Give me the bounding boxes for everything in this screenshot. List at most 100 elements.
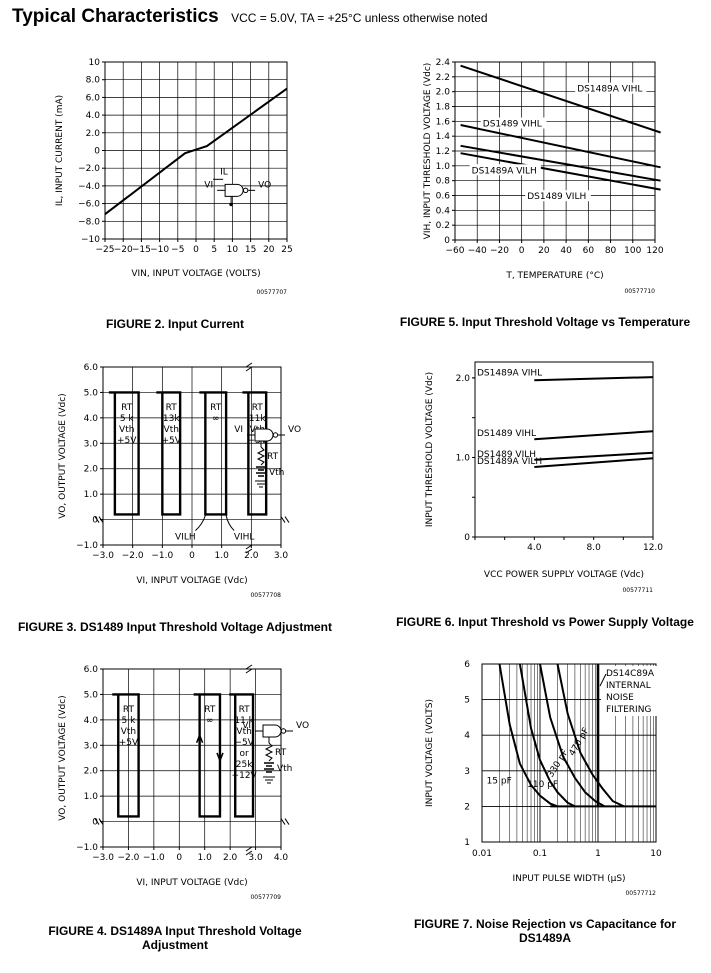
up-arrow-icon — [195, 733, 204, 766]
y-tick-label: 1.4 — [436, 132, 451, 142]
series-line-ds1489a-vilh — [460, 144, 661, 182]
noise-filter-pointer-icon — [599, 673, 607, 687]
axis-break-icon — [245, 846, 253, 856]
figure-2-input-current-chart: −25 −20 −15 −10 −5 0 5 10 15 20 25−10−8.0−6.0−4.0−… — [55, 58, 293, 296]
loop-annotation: 5 k — [120, 414, 135, 424]
y-tick-label: 0.8 — [436, 177, 451, 187]
page-conditions: VCC = 5.0V, TA = +25°C unless otherwise … — [231, 11, 488, 25]
x-tick-label: 8.0 — [587, 543, 602, 553]
x-tick-label: −40 — [468, 246, 487, 256]
loop-annotation: RT — [166, 403, 178, 413]
y-tick-label: 0.6 — [436, 192, 451, 202]
y-tick-label: 1.8 — [436, 103, 451, 113]
series-line-ds1489-vilh — [534, 451, 654, 461]
axis-break-icon — [245, 362, 253, 372]
y-tick-label: 0 — [444, 236, 450, 246]
y-tick-label: 4.0 — [86, 111, 101, 121]
x-tick-label: 0 — [193, 245, 199, 255]
annotation-bg — [601, 666, 657, 716]
y-tick-label: 5.0 — [84, 388, 99, 398]
y-tick-label: −2.0 — [78, 164, 100, 174]
y-tick-label: −6.0 — [78, 200, 100, 210]
noise-filter-label: NOISE — [606, 693, 634, 703]
loop-annotation: RT — [252, 403, 264, 413]
loop-annotation: RT — [121, 403, 133, 413]
gate-inverter-bubble-icon — [242, 187, 249, 194]
y-tick-label: 5 — [464, 696, 470, 706]
series-curve-3 — [556, 663, 625, 808]
y-tick-label: 2.0 — [456, 374, 471, 384]
noise-filter-label: INTERNAL — [606, 681, 651, 691]
x-tick-label: −25 — [96, 245, 115, 255]
loop-annotation: 5 k — [122, 716, 137, 726]
y-tick-label: 4.0 — [84, 716, 99, 726]
annotation-bg — [480, 117, 547, 129]
y-tick-label: 4.0 — [84, 414, 99, 424]
x-tick-label: −3.0 — [92, 551, 114, 561]
y-tick-label: 2.2 — [436, 73, 450, 83]
x-tick-label: −60 — [446, 246, 465, 256]
y-tick-label: 2.0 — [84, 767, 99, 777]
vilh-pointer-icon — [195, 515, 206, 531]
x-tick-label: 10 — [650, 849, 662, 859]
y-tick-label: 0 — [92, 516, 98, 526]
noise-filter-label: DS14C89A — [606, 669, 655, 679]
x-tick-label: 20 — [538, 246, 550, 256]
x-axis-label: T, TEMPERATURE (°C) — [505, 271, 603, 281]
x-tick-label: −20 — [490, 246, 509, 256]
figure-2-caption: FIGURE 2. Input Current — [106, 317, 244, 331]
annotation-bg — [575, 82, 647, 94]
y-tick-label: 1.0 — [436, 162, 451, 172]
x-axis-label: VIN, INPUT VOLTAGE (VOLTS) — [131, 269, 260, 279]
gate-output-label: VO — [288, 425, 301, 435]
y-axis-label: VIH, INPUT THRESHOLD VOLTAGE (Vdc) — [423, 63, 433, 240]
x-axis-label: VI, INPUT VOLTAGE (Vdc) — [136, 576, 247, 586]
x-tick-label: −1.0 — [151, 551, 173, 561]
y-tick-label: 6.0 — [84, 665, 99, 675]
y-tick-label: 3.0 — [84, 439, 99, 449]
gate-output-label: VO — [258, 180, 271, 190]
gate-inverter-bubble-icon — [272, 432, 279, 438]
figure-3-caption: FIGURE 3. DS1489 Input Threshold Voltage… — [17, 620, 333, 634]
loop-annotation: Vth — [119, 425, 134, 435]
x-tick-label: 2.0 — [244, 551, 259, 561]
rt-label: RT — [267, 452, 279, 462]
gate-input-label: VI — [242, 721, 251, 731]
loop-annotation: RT — [123, 705, 135, 715]
figure-4-ds1489a-adjustment-chart: −3.0 −2.0 −1.0 0 1.0 2.0 3.0 4.0 −1.0 0 1.0 2.0 3.0 4… — [58, 664, 309, 901]
plot-frame — [102, 668, 282, 848]
loop-annotation: Vth — [121, 727, 136, 737]
axis-break-icon — [280, 516, 290, 523]
page-header: Typical Characteristics VCC = 5.0V, TA =… — [12, 6, 488, 28]
loop-annotation: Vth — [164, 425, 179, 435]
y-tick-label: 1.0 — [84, 792, 99, 802]
figure-7-caption: FIGURE 7. Noise Rejection vs Capacitance… — [413, 917, 677, 945]
y-tick-label: 1.0 — [456, 453, 471, 463]
y-tick-label: 2.0 — [436, 88, 451, 98]
series-line-ds1489-vihl — [534, 430, 654, 441]
x-tick-label: −10 — [150, 245, 169, 255]
x-tick-label: 20 — [263, 245, 275, 255]
y-tick-label: 1.2 — [436, 147, 450, 157]
loop-annotation: ∞ — [212, 414, 220, 424]
gate-symbol-icon — [262, 724, 282, 738]
loop-annotation: 13k — [163, 414, 180, 424]
y-tick-label: 0.2 — [436, 221, 450, 231]
axis-break-icon — [280, 818, 290, 825]
y-tick-label: 6.0 — [86, 93, 101, 103]
loop-annotation: 25k — [236, 760, 253, 770]
y-tick-label: 1.6 — [436, 117, 451, 127]
figure-7-noise-rejection-chart: 0.01 0.1 1 10 1 2 3 4 5 6 INPUT PULSE WIDTH (µS) IN… — [425, 660, 662, 897]
x-tick-label: −15 — [132, 245, 151, 255]
x-tick-label: 3.0 — [248, 853, 263, 863]
y-axis-label: VO, OUTPUT VOLTAGE (Vdc) — [58, 393, 68, 518]
x-tick-label: 15 — [245, 245, 256, 255]
series-label-3: DS1489 VILH — [527, 192, 586, 202]
y-tick-label: 0 — [464, 533, 470, 543]
y-tick-label: −10 — [81, 235, 100, 245]
x-tick-label: 4.0 — [274, 853, 289, 863]
y-axis-label: INPUT THRESHOLD VOLTAGE (Vdc) — [425, 372, 435, 527]
hysteresis-loop-1 — [156, 391, 182, 516]
vihl-label: VIHL — [234, 533, 255, 543]
hysteresis-loop-3 — [242, 391, 268, 516]
